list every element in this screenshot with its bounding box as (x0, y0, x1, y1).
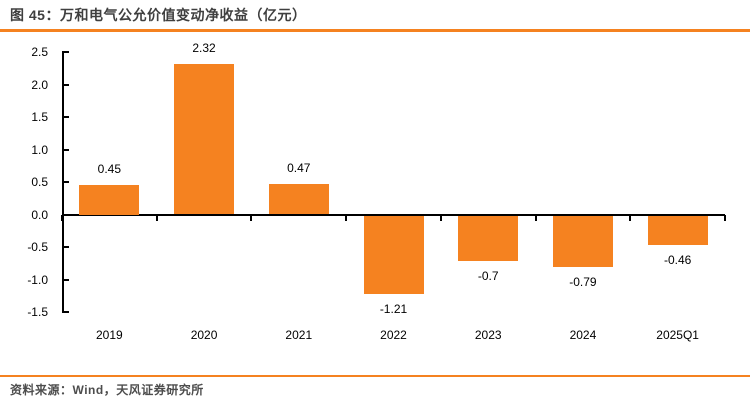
bar-2022 (363, 215, 424, 295)
y-axis-tick-label: -0.5 (27, 240, 48, 254)
x-axis-tick (345, 214, 348, 221)
x-axis-tick (534, 214, 537, 221)
bar-2021 (268, 183, 329, 215)
bottom-divider-line (0, 375, 750, 377)
y-axis-tick-label: 2.0 (31, 77, 48, 92)
top-divider-line (0, 29, 750, 32)
x-axis-label: 2025Q1 (656, 328, 699, 342)
bar-value-label: 0.47 (287, 160, 311, 175)
x-axis-label: 2022 (380, 328, 407, 342)
bar-2025Q1 (647, 215, 708, 246)
x-axis-label: 2019 (96, 328, 123, 342)
x-axis-tick (250, 214, 253, 221)
y-axis-tick (62, 51, 69, 53)
y-axis-tick (62, 246, 69, 248)
bar-value-label: -0.79 (569, 274, 597, 289)
y-axis-tick-label: -1.0 (27, 272, 48, 287)
y-axis-tick (62, 116, 69, 118)
source-note: 资料来源：Wind，天风证券研究所 (10, 383, 204, 397)
x-axis-tick (155, 214, 158, 221)
bar-2019 (79, 185, 140, 215)
bar-2024 (552, 215, 613, 267)
x-axis-tick (61, 214, 63, 221)
x-axis-label: 2021 (285, 328, 313, 342)
y-axis-tick-label: -1.5 (27, 305, 48, 319)
x-axis-label: 2023 (474, 328, 502, 342)
bar-chart: 2.5 2.0 1.5 1.0 0.5 0.0 -0.5 -1.0 -1.5 0.45 2019 2.… (0, 32, 755, 372)
x-axis-tick (629, 214, 632, 221)
y-axis-tick (62, 278, 69, 281)
y-axis-tick (62, 148, 69, 151)
bar-value-label: -1.21 (379, 302, 408, 317)
y-axis-tick-label: 1.0 (31, 142, 48, 157)
y-axis-tick (62, 181, 69, 183)
x-axis-line (62, 213, 725, 216)
x-axis-tick (439, 214, 442, 221)
y-axis-tick-label: 0.5 (31, 175, 48, 189)
bar-value-label: -0.7 (477, 269, 499, 283)
bar-2023 (458, 215, 519, 261)
y-axis-tick (62, 311, 69, 313)
y-axis-tick-label: 0.0 (31, 207, 48, 222)
figure-title: 图 45：万和电气公允价值变动净收益（亿元） (10, 7, 307, 23)
bar-value-label: 2.32 (192, 40, 216, 55)
bar-value-label: -0.46 (663, 253, 692, 268)
bar-value-label: 0.45 (97, 162, 122, 177)
y-axis-tick-label: 2.5 (31, 45, 48, 59)
x-axis-label: 2024 (569, 328, 597, 342)
y-axis-tick-label: 1.5 (31, 110, 48, 124)
y-axis-tick (62, 83, 69, 86)
x-axis-tick (724, 214, 726, 221)
x-axis-label: 2020 (190, 328, 218, 342)
bar-2020 (174, 63, 235, 215)
